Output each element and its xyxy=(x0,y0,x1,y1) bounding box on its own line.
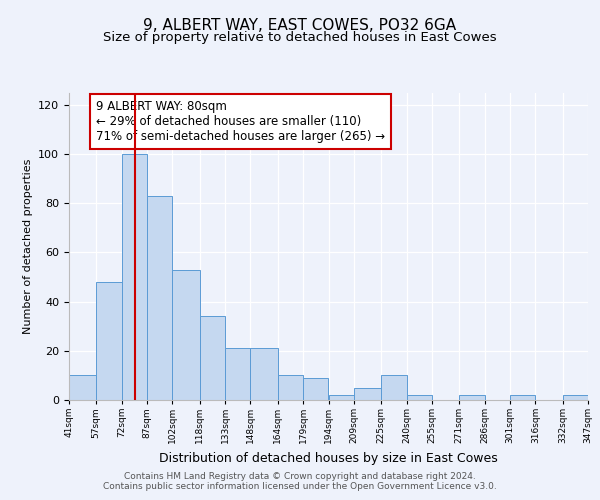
Bar xyxy=(225,348,250,400)
Bar xyxy=(147,196,172,400)
Text: 9 ALBERT WAY: 80sqm
← 29% of detached houses are smaller (110)
71% of semi-detac: 9 ALBERT WAY: 80sqm ← 29% of detached ho… xyxy=(96,100,385,143)
Bar xyxy=(96,282,122,400)
Text: 9, ALBERT WAY, EAST COWES, PO32 6GA: 9, ALBERT WAY, EAST COWES, PO32 6GA xyxy=(143,18,457,32)
Bar xyxy=(122,154,147,400)
Bar xyxy=(510,395,535,400)
Bar xyxy=(563,395,588,400)
Bar xyxy=(250,348,278,400)
Bar xyxy=(69,376,96,400)
Bar xyxy=(329,395,354,400)
Text: Size of property relative to detached houses in East Cowes: Size of property relative to detached ho… xyxy=(103,31,497,44)
Bar xyxy=(354,388,381,400)
Bar xyxy=(278,376,303,400)
Bar xyxy=(407,395,432,400)
Y-axis label: Number of detached properties: Number of detached properties xyxy=(23,158,32,334)
Bar xyxy=(303,378,329,400)
Bar xyxy=(172,270,200,400)
Bar xyxy=(381,376,407,400)
Text: Contains HM Land Registry data © Crown copyright and database right 2024.
Contai: Contains HM Land Registry data © Crown c… xyxy=(103,472,497,491)
X-axis label: Distribution of detached houses by size in East Cowes: Distribution of detached houses by size … xyxy=(159,452,498,464)
Bar xyxy=(459,395,485,400)
Bar xyxy=(200,316,225,400)
